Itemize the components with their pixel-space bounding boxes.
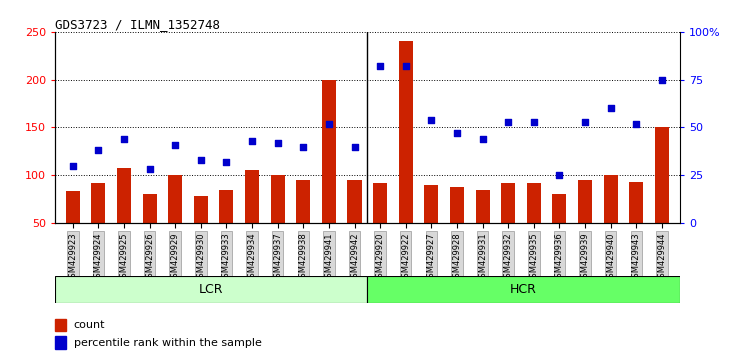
Point xyxy=(67,163,79,169)
Bar xyxy=(91,183,105,271)
Text: count: count xyxy=(74,320,105,330)
Bar xyxy=(553,194,567,271)
Bar xyxy=(55,276,367,303)
Point xyxy=(425,117,437,122)
Text: HCR: HCR xyxy=(510,283,537,296)
Bar xyxy=(66,192,80,271)
Bar xyxy=(373,183,387,271)
Point xyxy=(579,119,591,125)
Point xyxy=(502,119,514,125)
Text: LCR: LCR xyxy=(199,283,224,296)
Point xyxy=(553,172,565,178)
Point xyxy=(528,119,539,125)
Bar xyxy=(270,175,284,271)
Point xyxy=(400,63,412,69)
Bar xyxy=(194,196,208,271)
Bar xyxy=(604,175,618,271)
Bar xyxy=(398,41,413,271)
Point xyxy=(170,142,181,148)
Bar xyxy=(245,171,259,271)
Point xyxy=(144,167,156,172)
Bar xyxy=(424,185,439,271)
Point xyxy=(298,144,309,149)
Point xyxy=(93,148,105,153)
Bar xyxy=(367,276,680,303)
Bar xyxy=(55,336,66,349)
Bar xyxy=(501,183,515,271)
Bar xyxy=(143,194,156,271)
Bar xyxy=(322,80,336,271)
Bar xyxy=(655,127,669,271)
Text: GDS3723 / ILMN_1352748: GDS3723 / ILMN_1352748 xyxy=(55,18,220,31)
Bar xyxy=(117,167,131,271)
Point xyxy=(195,157,207,163)
Point xyxy=(630,121,642,126)
Bar xyxy=(296,180,311,271)
Point xyxy=(246,138,258,144)
Point xyxy=(272,140,284,145)
Point xyxy=(477,136,488,142)
Bar xyxy=(629,182,643,271)
Point xyxy=(221,159,232,165)
Bar xyxy=(55,319,66,331)
Text: percentile rank within the sample: percentile rank within the sample xyxy=(74,338,262,348)
Bar xyxy=(347,180,362,271)
Point xyxy=(118,136,130,142)
Point xyxy=(656,77,667,82)
Bar xyxy=(219,190,233,271)
Point xyxy=(323,121,335,126)
Point xyxy=(349,144,360,149)
Bar xyxy=(168,175,182,271)
Point xyxy=(374,63,386,69)
Bar xyxy=(450,187,464,271)
Bar xyxy=(578,180,592,271)
Point xyxy=(451,130,463,136)
Bar xyxy=(476,190,490,271)
Point xyxy=(605,105,616,111)
Bar xyxy=(527,183,541,271)
